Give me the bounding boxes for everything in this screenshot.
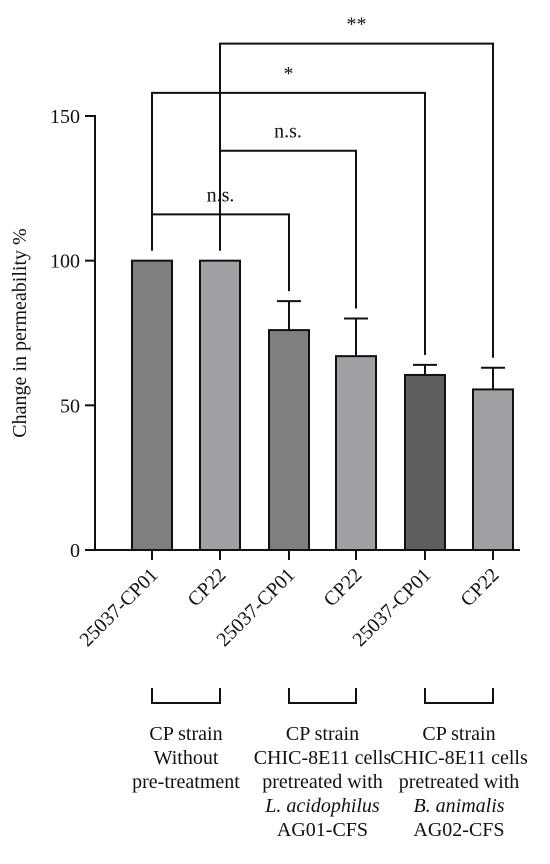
group-label-line: CP strain bbox=[286, 723, 359, 745]
bar bbox=[335, 355, 377, 551]
group-label-line: CP strain bbox=[422, 723, 495, 745]
category-label: CP22 bbox=[320, 564, 367, 611]
significance-label: ** bbox=[347, 14, 367, 36]
group-bracket bbox=[288, 688, 357, 704]
group-label-line: B. animalis bbox=[413, 795, 504, 817]
group-label-line: L. acidophilus bbox=[264, 795, 380, 817]
group-label-line: CP strain bbox=[149, 723, 222, 745]
bar bbox=[268, 329, 310, 551]
group-label-line: CHIC-8E11 cells bbox=[254, 747, 392, 769]
group-label-line: pre-treatment bbox=[132, 771, 240, 793]
group-label-line: pretreated with bbox=[262, 771, 383, 793]
y-tick-label: 100 bbox=[50, 251, 80, 273]
group-label-line: CHIC-8E11 cells bbox=[390, 747, 528, 769]
y-axis-label: Change in permeability % bbox=[9, 228, 31, 437]
group-bracket bbox=[151, 688, 221, 704]
bar bbox=[472, 388, 514, 552]
group-label-line: pretreated with bbox=[399, 771, 520, 793]
bar bbox=[131, 259, 173, 551]
bar bbox=[199, 259, 241, 551]
significance-label: * bbox=[284, 63, 294, 85]
significance-bracket bbox=[151, 91, 426, 355]
significance-label: n.s. bbox=[274, 121, 302, 143]
bar bbox=[404, 373, 446, 551]
significance-bracket bbox=[219, 42, 494, 358]
y-tick-label: 150 bbox=[50, 106, 80, 128]
group-bracket bbox=[424, 688, 494, 704]
category-label: 25037-CP01 bbox=[75, 564, 162, 651]
group-label-line: AG01-CFS bbox=[277, 819, 368, 841]
y-tick-label: 50 bbox=[60, 395, 80, 417]
category-label: CP22 bbox=[184, 564, 231, 611]
group-label-line: Without bbox=[154, 747, 219, 769]
group-label-line: AG02-CFS bbox=[413, 819, 504, 841]
category-label: CP22 bbox=[457, 564, 504, 611]
y-tick-label: 0 bbox=[70, 540, 80, 562]
